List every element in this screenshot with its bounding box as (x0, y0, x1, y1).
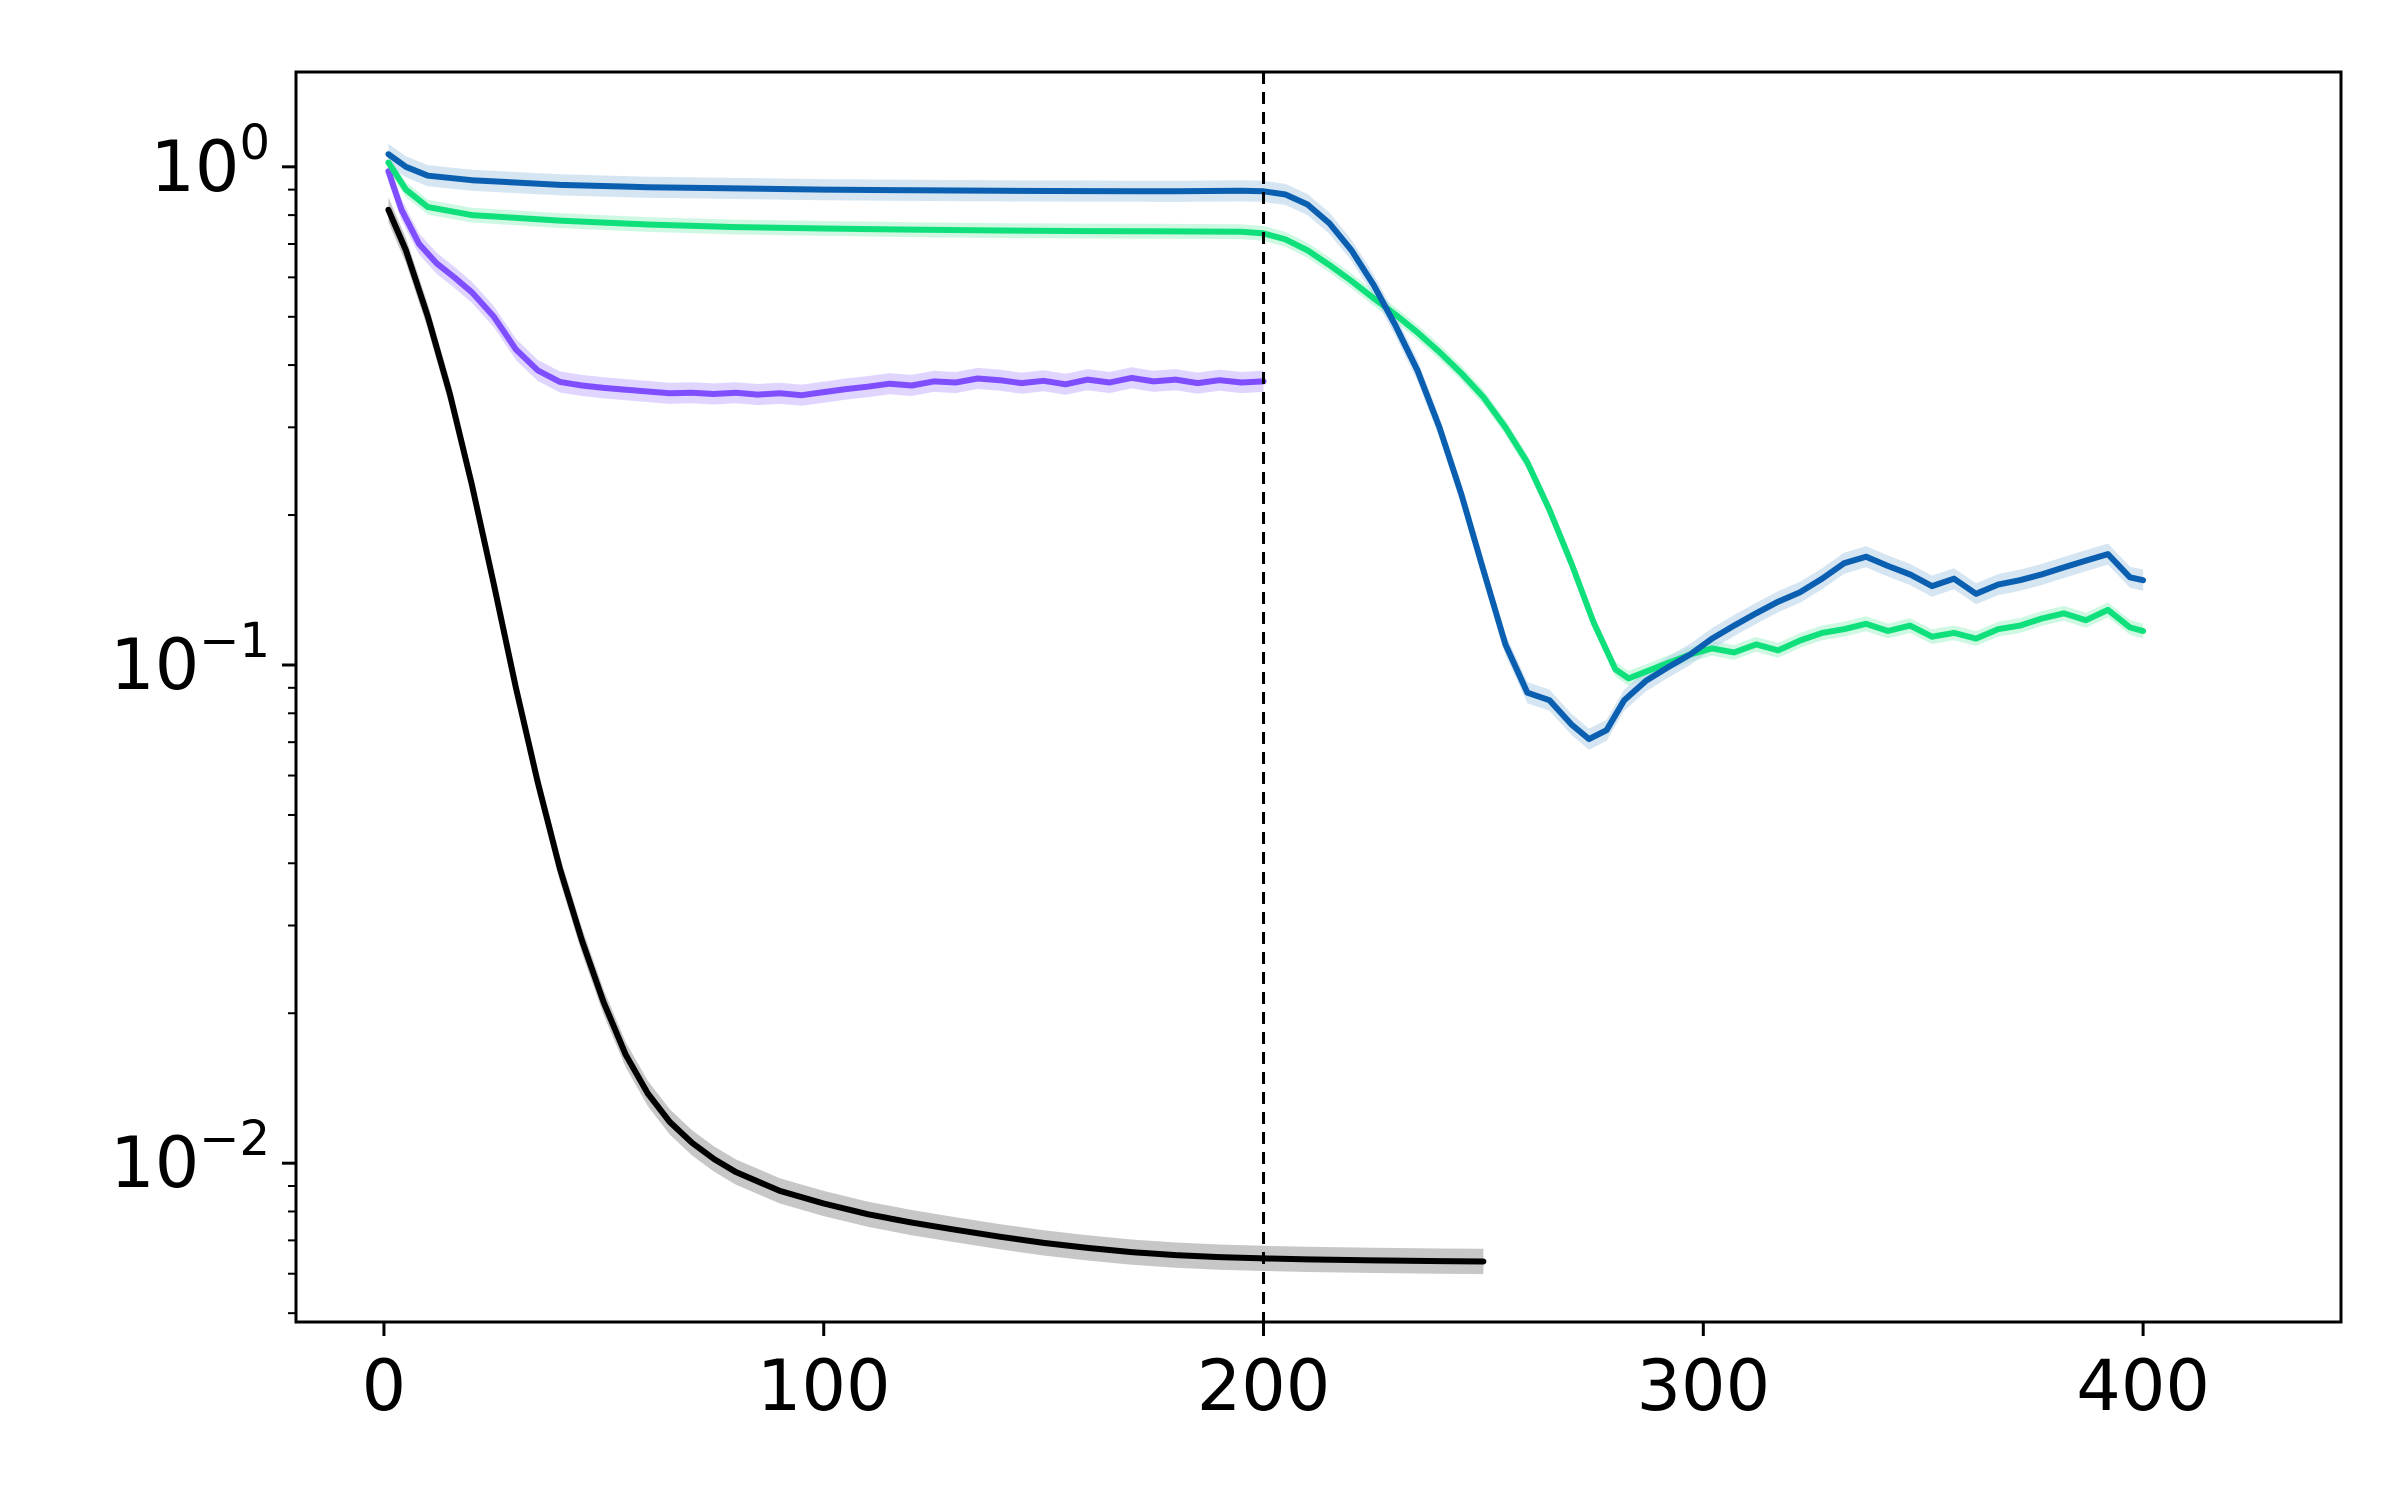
series-lines (385, 151, 2147, 1265)
series-2-band (388, 155, 2144, 686)
y-tick-label: 10−1 (110, 613, 270, 706)
x-tick-label: 100 (757, 1345, 891, 1427)
series-1-line (385, 168, 1267, 399)
plot-frame (294, 70, 2343, 1324)
series-3-line (385, 151, 2147, 743)
x-tick-label: 0 (362, 1345, 407, 1427)
x-axis: 0 100 200 300 400 (362, 1322, 2210, 1427)
series-0-line (385, 206, 1487, 1265)
x-tick-label: 200 (1197, 1345, 1331, 1427)
y-tick-label: 10−2 (110, 1111, 270, 1204)
series-2-line (385, 159, 2147, 682)
x-tick-label: 400 (2076, 1345, 2210, 1427)
y-tick-label: 100 (150, 115, 270, 208)
x-tick-label: 300 (1637, 1345, 1771, 1427)
y-axis: 100 10−1 10−2 (110, 115, 296, 1315)
